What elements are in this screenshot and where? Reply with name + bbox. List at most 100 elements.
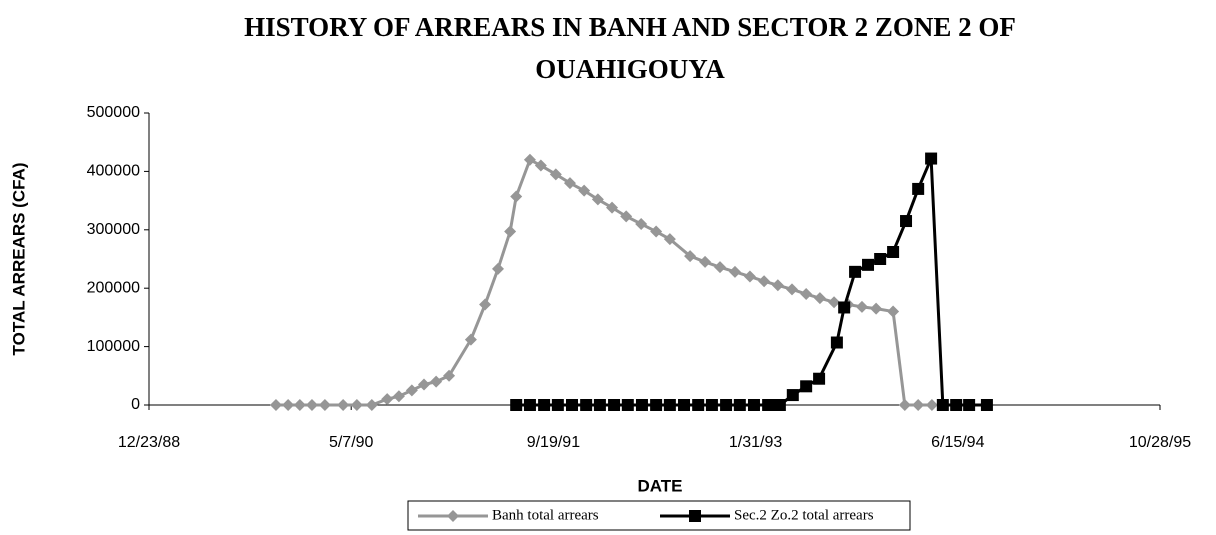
marker	[551, 399, 564, 411]
marker	[733, 399, 746, 411]
marker	[635, 217, 648, 230]
marker	[762, 399, 775, 411]
marker	[606, 201, 619, 214]
marker	[293, 399, 306, 411]
marker	[887, 245, 900, 258]
marker	[620, 210, 633, 223]
marker	[980, 399, 993, 411]
marker	[479, 298, 492, 311]
marker	[785, 283, 798, 296]
marker	[534, 159, 547, 172]
marker	[443, 369, 456, 382]
marker	[925, 152, 938, 165]
marker	[523, 399, 536, 411]
marker	[887, 305, 900, 318]
marker	[417, 378, 430, 391]
marker	[337, 399, 350, 411]
marker	[663, 399, 676, 411]
marker	[786, 389, 799, 402]
marker	[563, 177, 576, 190]
chart-title: OUAHIGOUYA	[535, 54, 725, 84]
marker	[830, 336, 843, 349]
marker	[282, 399, 295, 411]
marker	[430, 375, 443, 388]
marker	[678, 399, 691, 411]
marker	[870, 302, 883, 315]
marker	[621, 399, 634, 411]
marker	[504, 225, 517, 238]
marker	[663, 233, 676, 246]
marker	[828, 296, 841, 309]
x-axis-label: DATE	[637, 476, 682, 495]
marker	[578, 184, 591, 197]
y-tick-label: 300000	[87, 221, 140, 238]
series-line	[275, 157, 932, 407]
marker	[650, 399, 663, 411]
marker	[635, 399, 648, 411]
marker	[608, 399, 621, 411]
marker	[925, 399, 938, 411]
marker	[318, 399, 331, 411]
marker	[566, 399, 579, 411]
y-axis-label: TOTAL ARREARS (CFA)	[9, 163, 28, 356]
marker	[650, 225, 663, 238]
marker	[800, 288, 813, 301]
marker	[813, 372, 826, 385]
legend-label: Sec.2 Zo.2 total arrears	[734, 507, 874, 523]
marker	[900, 215, 913, 228]
marker	[591, 193, 604, 206]
marker	[743, 270, 756, 283]
marker	[510, 190, 523, 203]
marker	[305, 399, 318, 411]
marker	[538, 399, 551, 411]
marker	[491, 262, 504, 275]
marker	[912, 182, 925, 195]
x-tick-label: 10/28/95	[1129, 434, 1191, 451]
x-tick-label: 5/7/90	[329, 434, 374, 451]
marker	[813, 292, 826, 305]
marker	[464, 333, 477, 346]
y-tick-label: 200000	[87, 279, 140, 296]
marker	[350, 399, 363, 411]
marker	[950, 399, 963, 411]
marker	[838, 301, 851, 314]
marker	[874, 253, 887, 265]
marker	[758, 275, 771, 288]
marker	[912, 399, 925, 411]
y-tick-label: 400000	[87, 163, 140, 180]
y-tick-label: 0	[131, 396, 140, 413]
marker	[862, 258, 875, 271]
marker	[771, 279, 784, 292]
marker	[773, 399, 786, 411]
marker	[593, 399, 606, 411]
legend	[407, 500, 911, 531]
marker	[510, 399, 523, 411]
legend-label: Banh total arrears	[492, 507, 599, 523]
marker	[898, 399, 911, 411]
y-tick-label: 500000	[87, 104, 140, 121]
series-line	[516, 157, 987, 407]
marker	[523, 153, 536, 166]
marker	[381, 393, 394, 406]
marker	[684, 250, 697, 263]
x-tick-label: 12/23/88	[118, 434, 180, 451]
marker	[549, 168, 562, 181]
marker	[720, 399, 733, 411]
marker	[855, 300, 868, 313]
marker	[269, 399, 282, 411]
marker	[705, 399, 718, 411]
marker	[714, 261, 727, 274]
marker	[963, 399, 976, 411]
marker	[580, 399, 593, 411]
marker	[689, 510, 701, 522]
marker	[365, 399, 378, 411]
marker	[699, 255, 712, 268]
marker	[849, 265, 862, 278]
marker	[447, 510, 459, 522]
marker	[800, 380, 813, 393]
marker	[392, 390, 405, 403]
x-tick-label: 1/31/93	[729, 434, 782, 451]
marker	[405, 384, 418, 397]
x-tick-label: 9/19/91	[527, 434, 580, 451]
